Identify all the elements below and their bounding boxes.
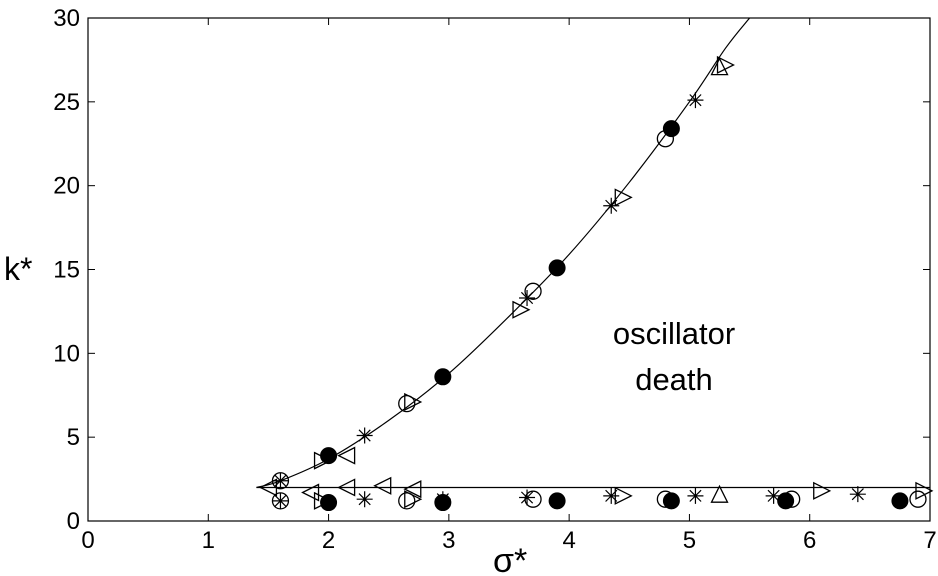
annotation-line-1: oscillator <box>613 316 735 351</box>
filled-circle-point-0-8 <box>777 492 795 510</box>
y-tick-label-1: 5 <box>67 424 80 451</box>
x-tick-label-4: 4 <box>562 527 575 554</box>
triangle-left-point-4-1 <box>301 483 320 502</box>
filled-circle-point-0-7 <box>662 492 680 510</box>
triangle-left-point-4-2 <box>337 446 356 465</box>
triangle-right-point-3-9 <box>915 481 934 500</box>
x-tick-label-2: 2 <box>322 527 335 554</box>
triangle-right-point-3-2 <box>404 392 423 412</box>
x-tick-label-5: 5 <box>683 527 696 554</box>
x-tick-label-6: 6 <box>803 527 816 554</box>
asterisk-point-2-7 <box>603 197 620 214</box>
asterisk-point-2-5 <box>519 290 536 307</box>
open-circle-point-1-9 <box>909 490 927 508</box>
triangle-right-point-3-1 <box>313 491 333 510</box>
filled-circle-point-0-2 <box>548 259 566 277</box>
triangle-right-point-3-5 <box>614 188 633 207</box>
annotation-line-2: death <box>635 362 713 397</box>
asterisk-point-2-6 <box>519 489 536 506</box>
y-tick-label-6: 30 <box>53 5 80 32</box>
y-tick-label-2: 10 <box>53 340 80 367</box>
curve-group <box>256 17 930 489</box>
asterisk-point-2-11 <box>765 487 782 504</box>
open-circle-point-1-6 <box>656 130 675 148</box>
triangle-right-point-3-8 <box>813 481 832 500</box>
asterisk-point-2-1 <box>272 492 289 509</box>
filled-circle-point-0-6 <box>548 492 566 510</box>
y-tick-label-5: 25 <box>53 89 80 116</box>
asterisk-point-2-12 <box>849 486 866 503</box>
x-tick-label-3: 3 <box>442 527 455 554</box>
x-tick-label-7: 7 <box>923 527 936 554</box>
asterisk-point-2-4 <box>434 491 451 508</box>
asterisk-point-2-3 <box>356 491 373 508</box>
triangle-right-point-3-7 <box>716 55 735 74</box>
triangle-left-point-4-4 <box>403 480 422 499</box>
asterisk-point-2-0 <box>272 472 289 489</box>
triangle-left-point-4-0 <box>258 478 278 497</box>
triangle-left-point-4-3 <box>337 478 356 497</box>
y-tick-label-0: 0 <box>67 508 80 535</box>
filled-circle-point-0-3 <box>662 120 680 138</box>
x-axis-label: σ* <box>493 542 527 576</box>
y-axis-label: k* <box>4 251 32 287</box>
open-circle-point-1-4 <box>524 282 542 300</box>
y-tick-label-3: 15 <box>53 257 80 284</box>
triangle-right-point-3-0 <box>313 451 333 470</box>
asterisk-point-2-2 <box>356 427 373 444</box>
boundary-curve-0 <box>256 17 751 489</box>
filled-circle-point-0-9 <box>891 492 909 510</box>
y-tick-label-4: 20 <box>53 173 80 200</box>
triangle-up-point-5-1 <box>710 484 729 503</box>
asterisk-point-2-8 <box>603 487 620 504</box>
plot-frame <box>87 17 931 522</box>
triangle-right-point-3-3 <box>404 490 423 509</box>
tick-group: 0 1 2 3 4 5 6 7 0 5 10 15 20 25 30 <box>53 5 936 554</box>
marker-group <box>258 55 934 512</box>
x-tick-label-0: 0 <box>81 527 94 554</box>
filled-circle-point-0-1 <box>434 368 452 386</box>
triangle-left-point-4-5 <box>373 476 392 495</box>
triangle-up-point-5-0 <box>710 57 729 76</box>
x-tick-label-1: 1 <box>202 527 215 554</box>
asterisk-point-2-9 <box>687 92 704 109</box>
triangle-right-point-3-4 <box>512 300 531 319</box>
open-circle-point-1-8 <box>783 490 801 508</box>
triangle-right-point-3-6 <box>614 486 633 505</box>
asterisk-point-2-10 <box>687 487 704 504</box>
open-circle-point-1-7 <box>656 490 675 508</box>
